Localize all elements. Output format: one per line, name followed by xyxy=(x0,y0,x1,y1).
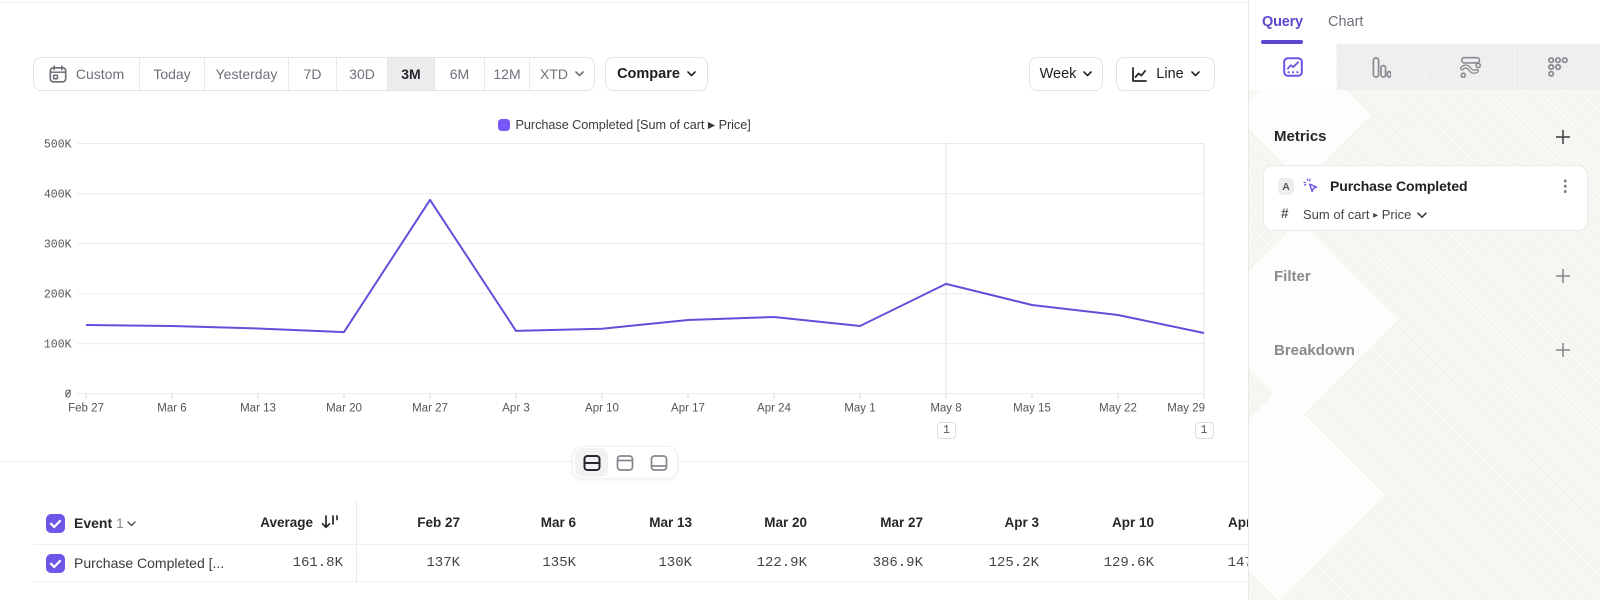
svg-text:500K: 500K xyxy=(44,139,72,152)
svg-text:May 15: May 15 xyxy=(1013,403,1051,415)
svg-text:200K: 200K xyxy=(44,289,72,302)
svg-text:Apr 24: Apr 24 xyxy=(757,403,791,415)
svg-text:Feb 27: Feb 27 xyxy=(68,403,104,415)
svg-text:Mar 20: Mar 20 xyxy=(326,403,362,415)
svg-text:400K: 400K xyxy=(44,189,72,202)
svg-text:May 29: May 29 xyxy=(1167,403,1205,415)
svg-text:300K: 300K xyxy=(44,239,72,252)
svg-text:0: 0 xyxy=(65,389,72,402)
svg-text:May 1: May 1 xyxy=(844,403,875,415)
svg-text:Mar 13: Mar 13 xyxy=(240,403,276,415)
svg-text:Mar 6: Mar 6 xyxy=(157,403,186,415)
svg-text:May 8: May 8 xyxy=(930,403,961,415)
svg-text:Apr 17: Apr 17 xyxy=(671,403,705,415)
svg-text:100K: 100K xyxy=(44,339,72,352)
svg-text:Apr 10: Apr 10 xyxy=(585,403,619,415)
svg-text:May 22: May 22 xyxy=(1099,403,1137,415)
svg-text:Mar 27: Mar 27 xyxy=(412,403,448,415)
svg-text:Apr 3: Apr 3 xyxy=(502,403,530,415)
